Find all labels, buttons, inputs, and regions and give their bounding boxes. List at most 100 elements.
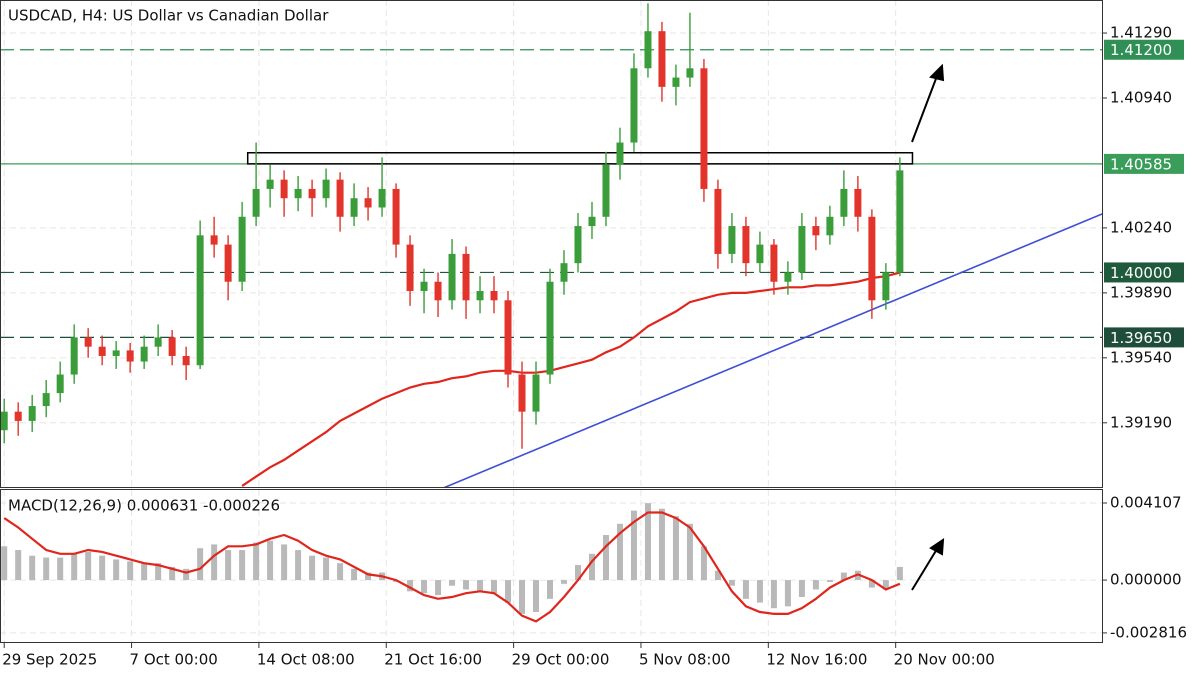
- candle-body: [490, 291, 498, 301]
- histogram-bar: [253, 542, 260, 581]
- candle-body: [784, 272, 792, 282]
- candle-body: [154, 337, 162, 347]
- macd-plot: [1, 490, 1102, 642]
- histogram-bar: [351, 568, 358, 581]
- candle-body: [896, 170, 904, 273]
- candle-body: [126, 350, 134, 362]
- candle-body: [364, 198, 372, 208]
- histogram-bar: [505, 580, 512, 603]
- candle-body: [644, 31, 652, 69]
- histogram-bar: [197, 548, 204, 581]
- candle-body: [686, 68, 694, 78]
- candle-body: [28, 406, 36, 421]
- x-tick-label: 29 Sep 2025: [2, 651, 97, 669]
- histogram-bar: [57, 557, 64, 581]
- histogram-bar: [840, 572, 847, 581]
- macd-panel: [0, 489, 1103, 643]
- candle-body: [378, 188, 386, 208]
- histogram-bar: [574, 565, 581, 581]
- histogram-bar: [337, 563, 344, 581]
- x-tick-label: 20 Nov 00:00: [894, 651, 995, 669]
- x-tick-label: 21 Oct 16:00: [384, 651, 482, 669]
- candle-body: [112, 350, 120, 356]
- y-tick-label: 1.39540: [1110, 348, 1172, 366]
- histogram-bar: [29, 555, 36, 581]
- histogram-bar: [183, 568, 190, 581]
- y-tick-label: 0.004107: [1110, 494, 1182, 512]
- y-tick-label: 1.39890: [1110, 283, 1172, 301]
- y-tick-label: 1.40240: [1110, 218, 1172, 236]
- candle-body: [70, 337, 78, 375]
- candle-body: [280, 179, 288, 199]
- candle-body: [504, 300, 512, 375]
- y-tick-label: -0.002816: [1110, 623, 1187, 641]
- axes: 29 Sep 2025 7 Oct 00:00 14 Oct 08:00 21 Oct…: [2, 24, 1187, 669]
- signal-line: [3, 511, 901, 623]
- candle-body: [812, 226, 820, 236]
- histogram-bar: [798, 580, 805, 597]
- histogram-bar: [672, 516, 679, 581]
- histogram-bar: [770, 580, 777, 609]
- candle-body: [294, 188, 302, 199]
- candle-body: [336, 179, 344, 217]
- candle-body: [532, 374, 540, 412]
- histogram-bar: [882, 580, 889, 590]
- candle-body: [322, 179, 330, 199]
- macd-title: MACD(12,26,9) 0.000631 -0.000226: [8, 497, 280, 515]
- histogram-bar: [421, 580, 428, 594]
- y-tick-label: 1.39190: [1110, 413, 1172, 431]
- candle-body: [448, 253, 456, 301]
- histogram-bar: [658, 508, 665, 581]
- histogram-bar: [463, 580, 470, 590]
- candle-body: [420, 281, 428, 292]
- candle-body: [574, 226, 582, 264]
- level-tag: [1104, 39, 1184, 60]
- level-label: 1.40000: [1110, 264, 1172, 282]
- x-tick-label: 12 Nov 16:00: [766, 651, 867, 669]
- histogram-bar: [686, 523, 693, 581]
- price-panel: [0, 0, 1103, 488]
- histogram-bar: [588, 553, 595, 581]
- histogram-bar: [616, 523, 623, 581]
- y-tick-label: 0.000000: [1110, 571, 1182, 589]
- histogram-bar: [15, 550, 22, 581]
- histogram-bar: [491, 580, 498, 594]
- candle-body: [742, 226, 750, 264]
- candle-body: [700, 68, 708, 189]
- moving-average: [241, 271, 901, 487]
- candle-body: [168, 337, 176, 356]
- histogram-bar: [547, 580, 553, 599]
- arrow-up: [911, 63, 945, 591]
- histogram-bar: [714, 570, 721, 581]
- histogram-bar: [644, 503, 651, 581]
- histogram-bar: [267, 540, 274, 581]
- histogram-bar: [127, 561, 134, 581]
- histogram-bar: [169, 566, 176, 581]
- zone-box: [246, 151, 914, 165]
- candle-body: [14, 411, 22, 421]
- candle-body: [1, 411, 8, 431]
- x-tick-label: 7 Oct 00:00: [130, 651, 218, 669]
- histogram-bar: [211, 544, 218, 581]
- histogram-bar: [239, 550, 246, 581]
- candle-body: [756, 244, 764, 264]
- histogram-bar: [113, 559, 120, 581]
- histogram-bar: [728, 580, 735, 586]
- level-label: 1.41200: [1110, 41, 1172, 59]
- histogram-bar: [868, 580, 875, 588]
- level-tag: [1104, 153, 1184, 174]
- histogram-bar: [742, 580, 749, 599]
- candle-body: [518, 374, 526, 412]
- candle-body: [42, 393, 50, 407]
- candle-body: [182, 355, 190, 366]
- candle-body: [196, 235, 204, 366]
- candle-body: [238, 216, 246, 282]
- candle-body: [56, 374, 64, 394]
- histogram-bar: [896, 566, 903, 581]
- candle-body: [714, 188, 722, 254]
- candle-body: [868, 216, 876, 301]
- level-label: 1.40585: [1110, 155, 1172, 173]
- histogram-bar: [756, 580, 763, 603]
- candle-body: [854, 188, 862, 217]
